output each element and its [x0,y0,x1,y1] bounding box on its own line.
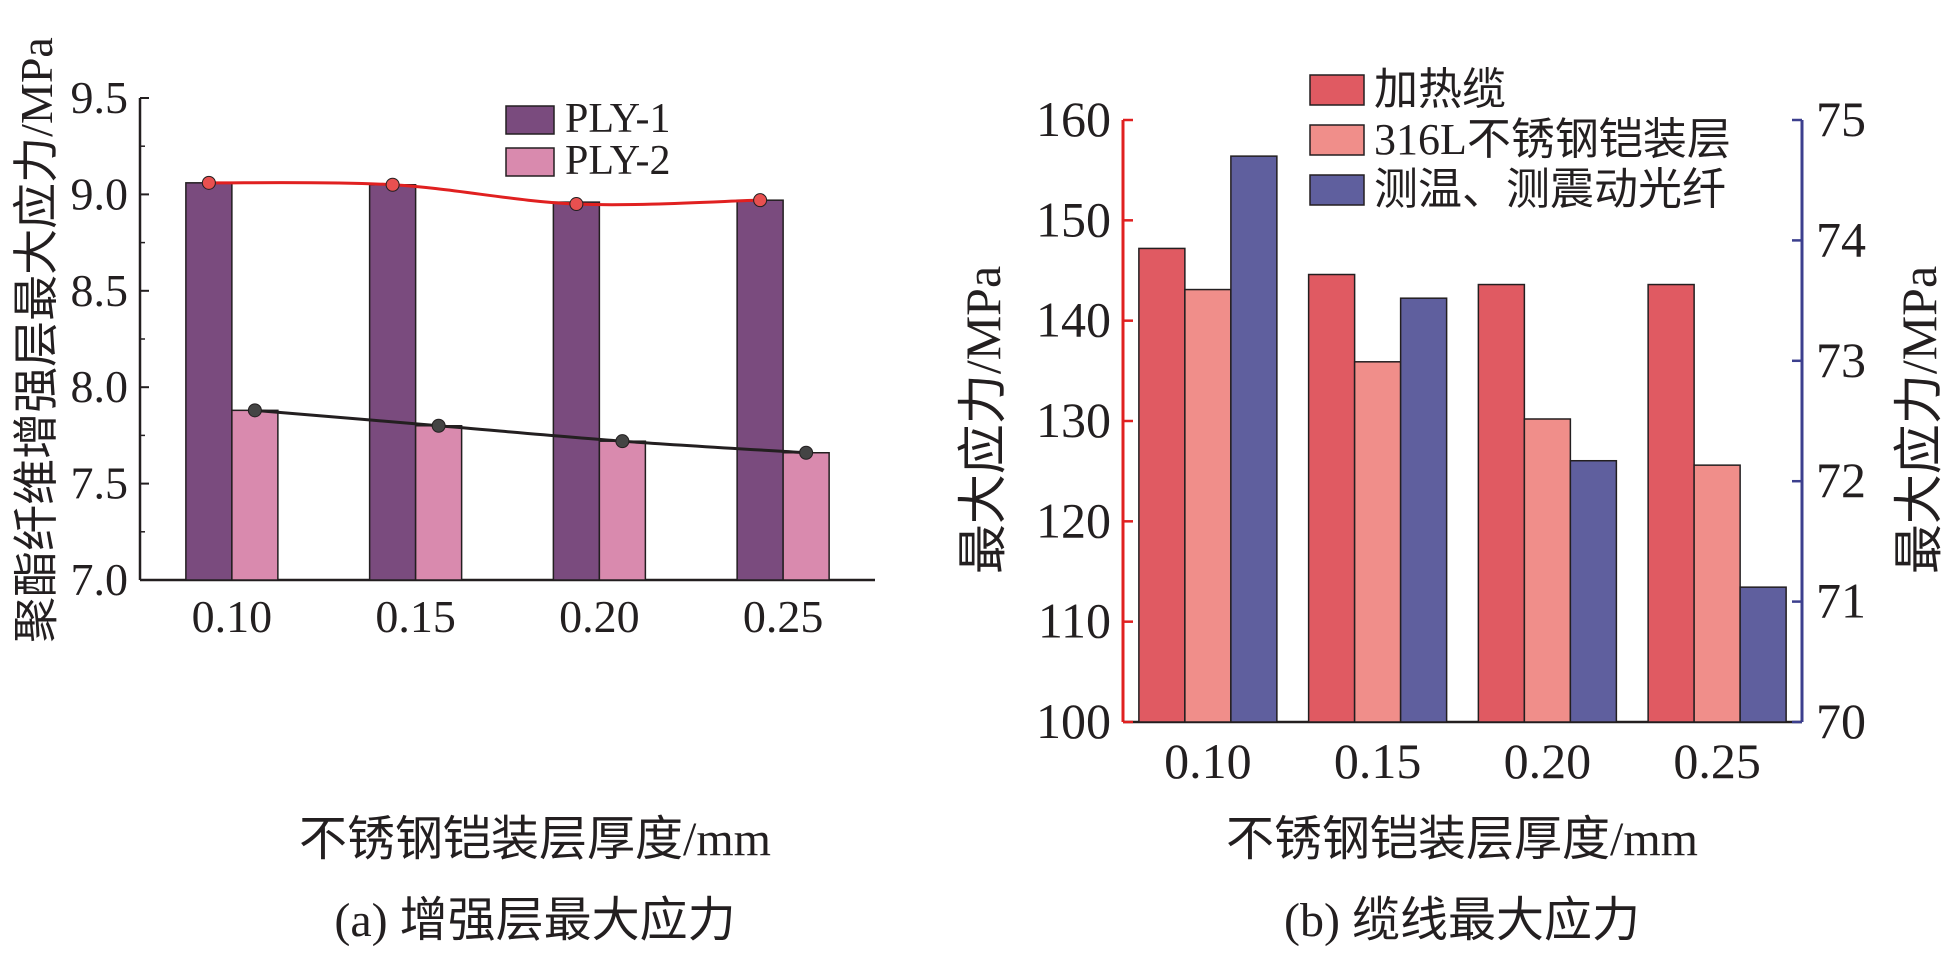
x-tick-label: 0.25 [743,591,824,642]
bar-ply-1-0.25 [736,199,784,581]
bar-series1-0.15 [1307,273,1356,723]
legend-swatch [505,105,555,135]
figure-caption: (a) 增强层最大应力 [334,894,735,947]
trend-point [431,418,446,433]
y-tick-label: 8.5 [71,265,129,316]
bar-series3-0.15 [1399,297,1448,723]
legend-swatch [505,147,555,177]
bar-series2-0.25 [1693,464,1741,723]
trend-point [799,445,814,460]
right-y-tick-label: 71 [1816,573,1866,629]
bar-ply-2-0.20 [598,440,647,581]
x-axis-title: 不锈钢铠装层厚度/mm [1226,813,1698,866]
x-tick-label: 0.20 [559,591,640,642]
trend-point [615,434,630,449]
left-y-tick-label: 160 [1036,91,1111,147]
trend-line [208,181,761,207]
legend-swatch [1309,174,1365,206]
legend-label: 316L不锈钢铠装层 [1374,115,1731,164]
x-tick-label: 0.15 [375,591,456,642]
right-y-tick-label: 70 [1816,693,1866,749]
bar-series3-0.25 [1739,586,1787,723]
trend-point [569,197,584,212]
x-tick-label: 0.10 [192,591,273,642]
left-y-tick-label: 110 [1038,593,1111,649]
bar-ply-1-0.15 [368,184,417,581]
y-tick-label: 7.0 [71,554,129,605]
chart-a: 7.0 7.5 8.0 8.5 9.0 9.5 0.10 0.15 0.20 0.25 PLY-1P… [11,37,875,947]
y-tick-label: 7.5 [71,458,129,509]
bar-ply-2-0.10 [231,409,279,581]
bar-series3-0.10 [1230,155,1278,723]
trend-point [385,177,400,192]
trend-point [247,403,262,418]
x-axis-title: 不锈钢铠装层厚度/mm [299,813,771,866]
y-tick-label: 9.5 [71,72,129,123]
y-tick-label: 8.0 [71,361,129,412]
left-y-tick-label: 120 [1036,492,1111,548]
right-y-axis-title: 最大应力/MPa [1891,266,1947,574]
bar-series1-0.25 [1647,283,1695,723]
left-y-axis-title: 最大应力/MPa [955,266,1011,574]
bar-ply-1-0.20 [552,201,601,581]
x-tick-label: 0.15 [1334,733,1422,789]
y-axis-title: 聚酯纤维增强层最大应力/MPa [11,37,62,643]
trend-point [201,175,216,190]
right-y-tick-label: 73 [1816,332,1866,388]
x-tick-label: 0.10 [1164,733,1252,789]
x-tick-label: 0.20 [1504,733,1592,789]
right-y-tick-label: 75 [1816,91,1866,147]
legend-swatch [1309,74,1365,106]
right-y-tick-label: 74 [1816,211,1866,267]
left-y-tick-label: 150 [1036,191,1111,247]
figure-caption: (b) 缆线最大应力 [1284,894,1640,947]
legend-label: PLY-1 [565,96,670,142]
bar-ply-2-0.15 [414,425,463,581]
right-y-tick-label: 72 [1816,452,1866,508]
left-y-tick-label: 100 [1036,693,1111,749]
x-tick-label: 0.25 [1673,733,1761,789]
chart-b: 100 110 120 130 140 150 160 70 71 72 73 74 75 0.10 0.1… [955,65,1947,947]
trend-line [254,408,807,455]
bar-series1-0.10 [1138,247,1186,723]
y-tick-label: 9.0 [71,168,129,219]
left-y-tick-label: 130 [1036,392,1111,448]
trend-point [753,193,768,208]
bar-series3-0.20 [1569,459,1618,723]
legend-label: 测温、测震动光纤 [1374,165,1726,214]
bar-series2-0.15 [1353,361,1402,723]
legend-label: PLY-2 [565,138,670,184]
bar-series1-0.20 [1477,283,1526,723]
bar-series2-0.10 [1184,288,1232,723]
bar-series2-0.20 [1523,418,1572,723]
legend-swatch [1309,124,1365,156]
bar-ply-1-0.10 [185,182,233,581]
left-y-tick-label: 140 [1036,292,1111,348]
bar-ply-2-0.25 [782,452,830,581]
legend-label: 加热缆 [1374,65,1506,114]
